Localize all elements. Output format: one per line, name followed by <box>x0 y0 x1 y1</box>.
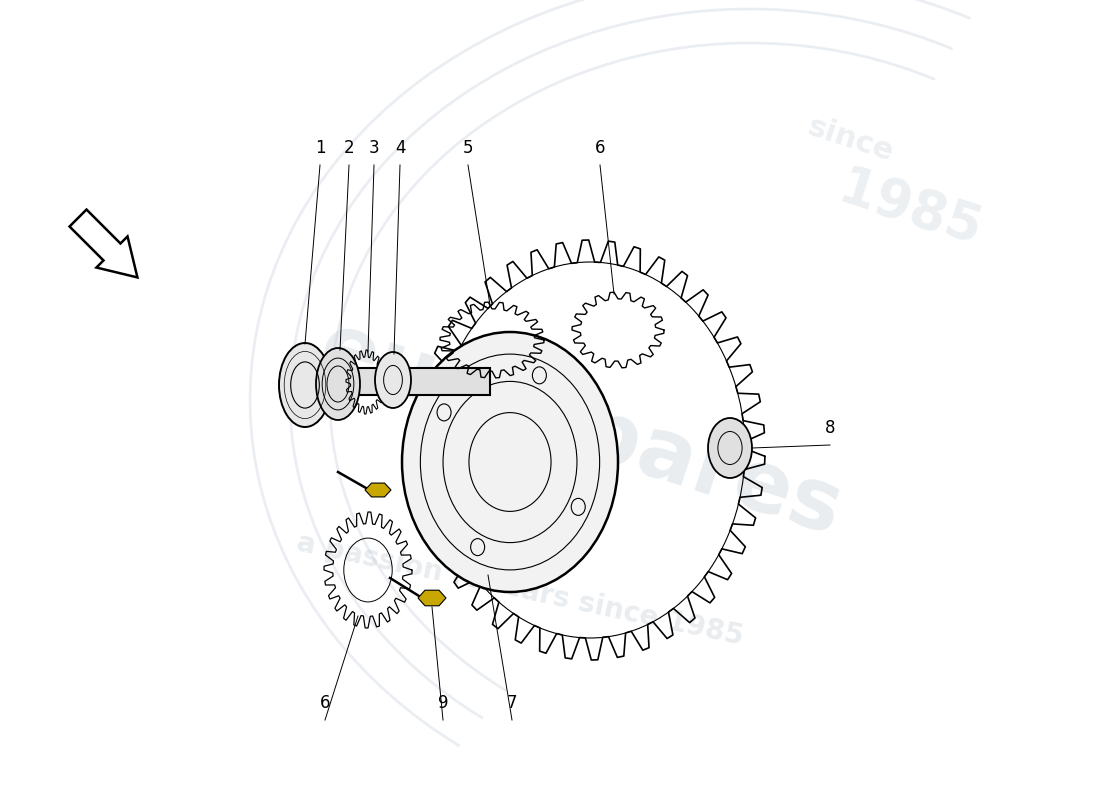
Text: 8: 8 <box>825 419 835 437</box>
Text: 2: 2 <box>343 139 354 157</box>
Text: since: since <box>803 113 896 167</box>
Text: 4: 4 <box>395 139 405 157</box>
Polygon shape <box>365 483 390 497</box>
Polygon shape <box>418 590 446 606</box>
Text: 3: 3 <box>368 139 379 157</box>
Text: eurospares: eurospares <box>308 306 851 554</box>
Text: 6: 6 <box>595 139 605 157</box>
Text: 7: 7 <box>507 694 517 712</box>
Text: 1: 1 <box>315 139 326 157</box>
Text: 5: 5 <box>463 139 473 157</box>
Ellipse shape <box>289 368 301 395</box>
Polygon shape <box>295 368 490 395</box>
Ellipse shape <box>708 418 752 478</box>
Ellipse shape <box>375 352 411 408</box>
Ellipse shape <box>279 343 331 427</box>
Text: 6: 6 <box>320 694 330 712</box>
Ellipse shape <box>316 348 360 420</box>
Text: 9: 9 <box>438 694 449 712</box>
Ellipse shape <box>402 332 618 592</box>
Text: 1985: 1985 <box>832 162 988 258</box>
Polygon shape <box>69 210 138 278</box>
Text: a passion for cars since 1985: a passion for cars since 1985 <box>294 529 746 651</box>
